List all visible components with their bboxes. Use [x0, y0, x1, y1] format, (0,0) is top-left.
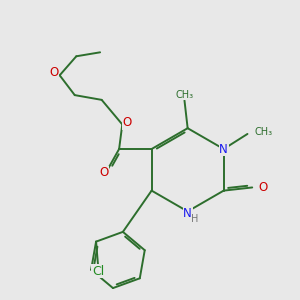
Text: CH₃: CH₃ [176, 90, 194, 100]
Text: CH₃: CH₃ [255, 127, 273, 137]
Text: O: O [122, 116, 132, 129]
Text: Cl: Cl [92, 265, 104, 278]
Text: O: O [50, 66, 59, 79]
Text: N: N [219, 142, 228, 155]
Text: O: O [99, 166, 109, 179]
Text: O: O [258, 181, 267, 194]
Text: N: N [183, 206, 192, 220]
Text: H: H [191, 214, 199, 224]
